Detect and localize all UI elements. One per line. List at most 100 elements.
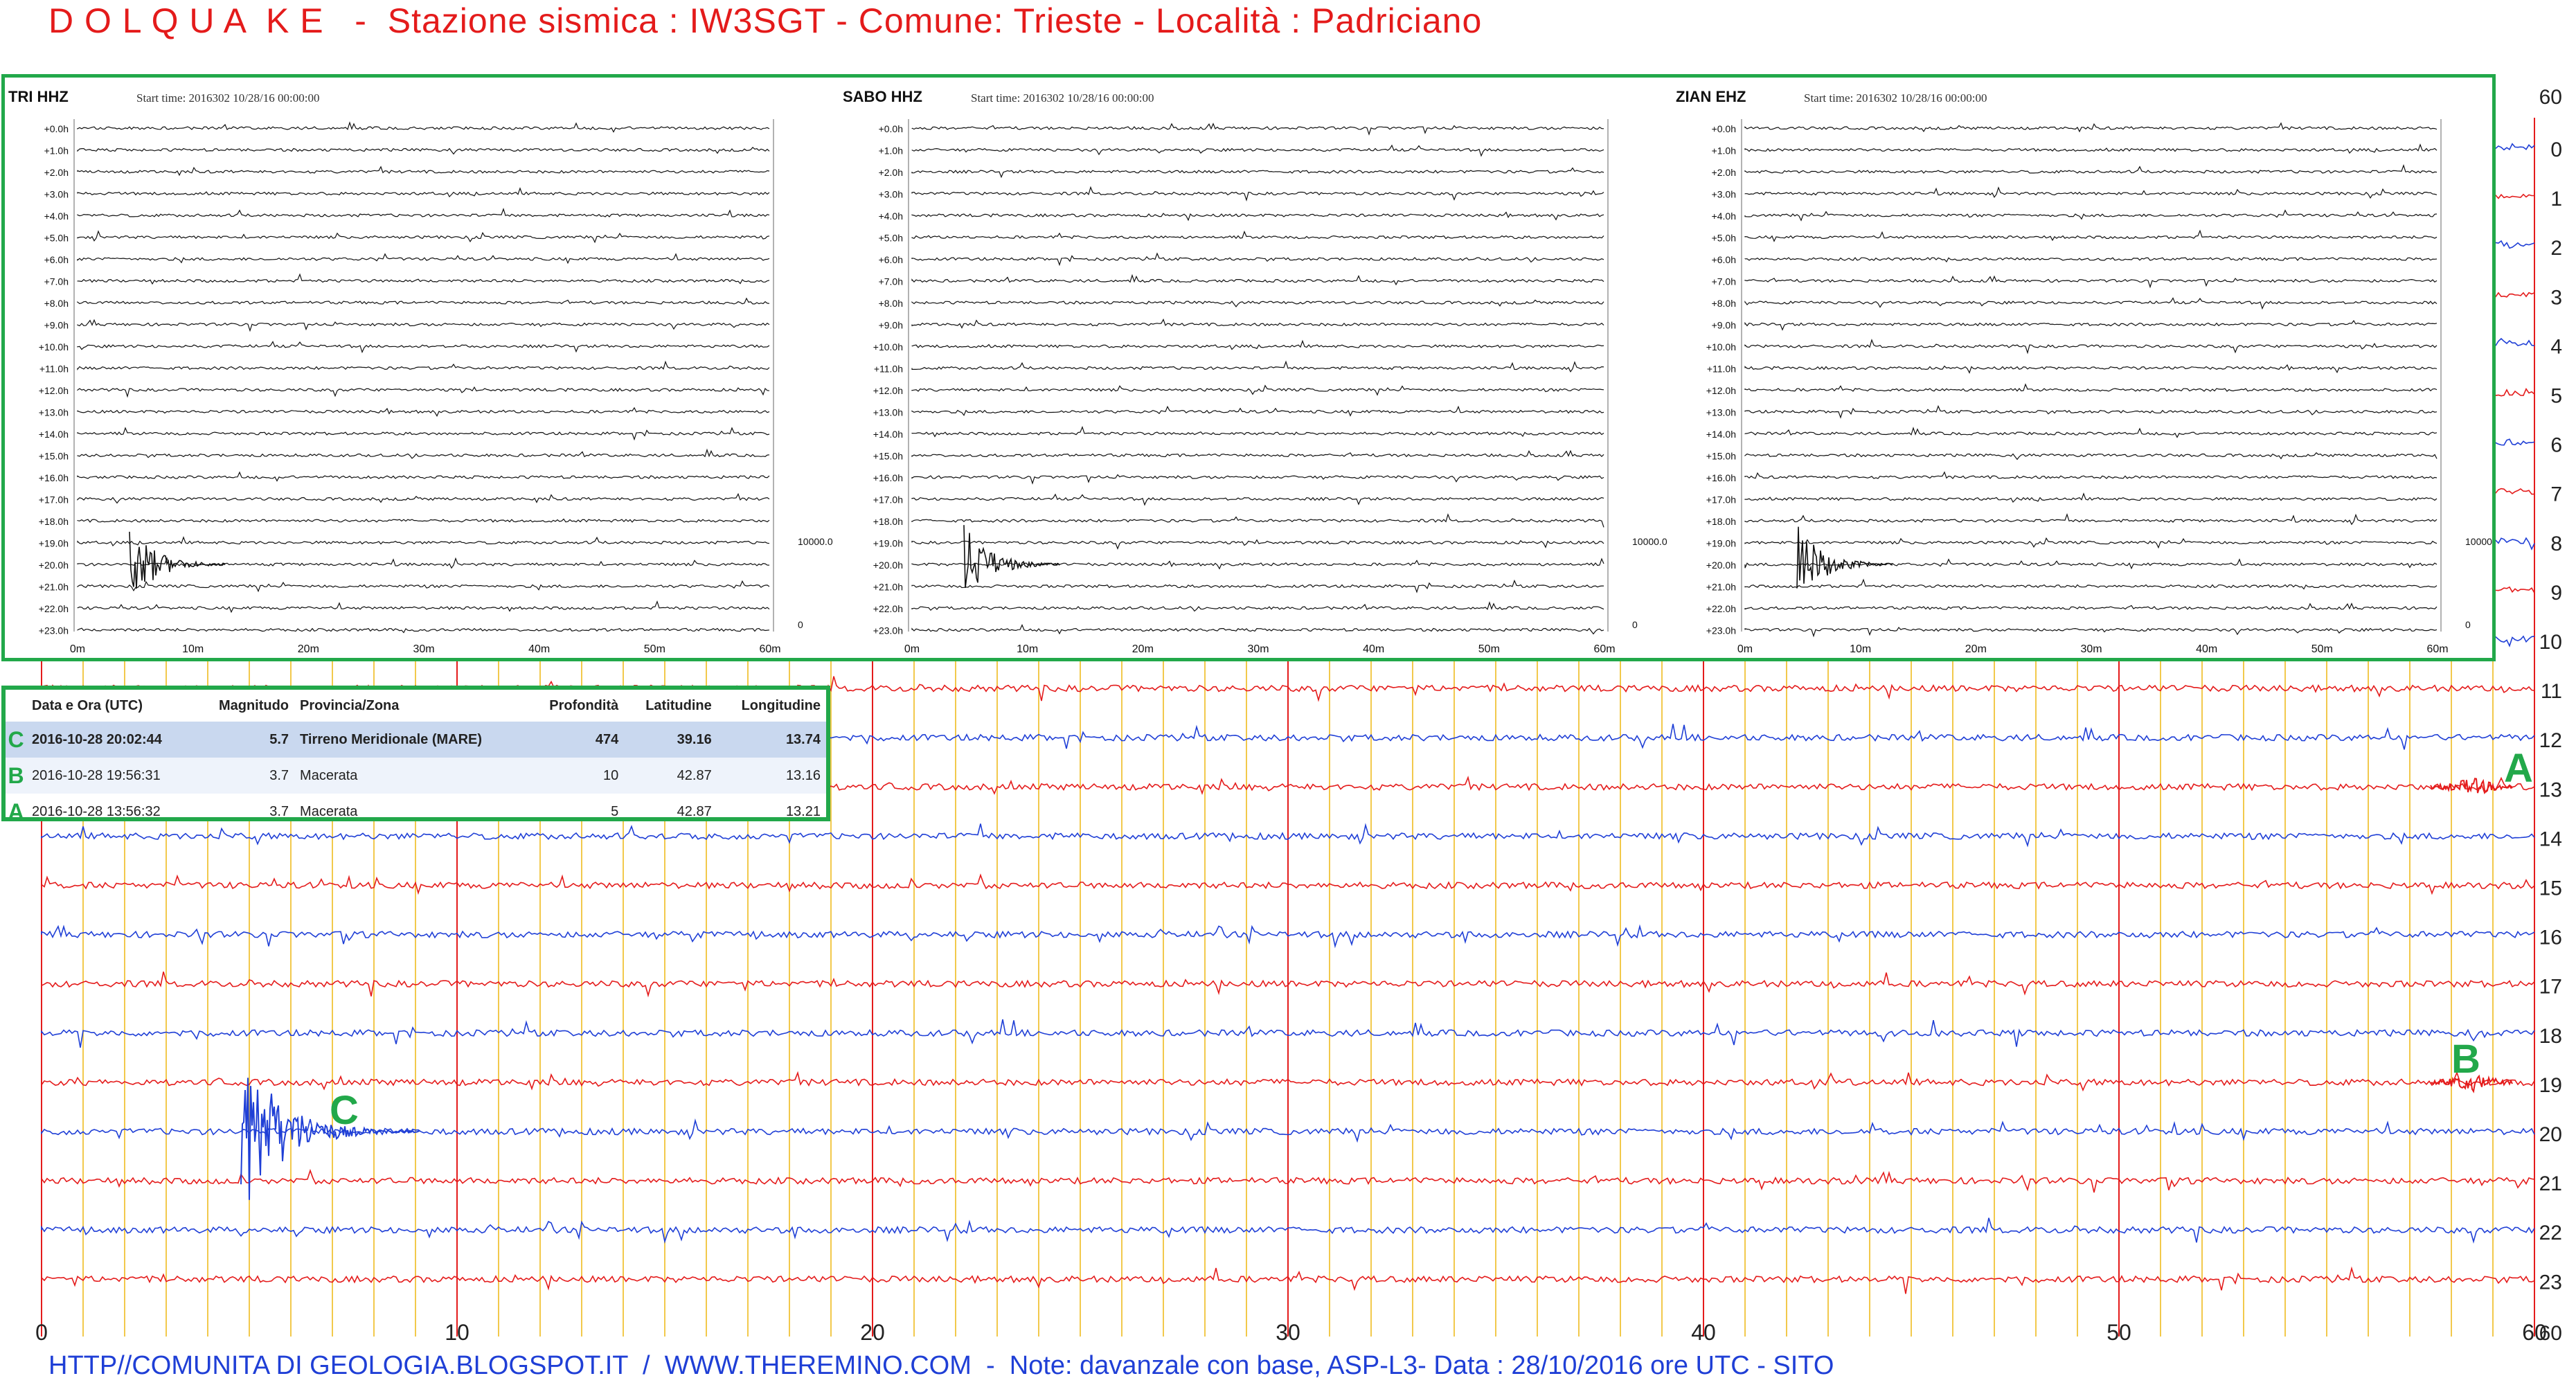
station-trace (1744, 471, 2438, 479)
hour-label: +17.0h (39, 494, 69, 506)
row-label: 17 (2539, 976, 2562, 999)
station-trace (911, 384, 1604, 396)
scale-zero: 0 (798, 619, 803, 630)
station-event-waveform (963, 525, 1060, 588)
station-x-tick: 10m (182, 643, 204, 655)
hour-label: +1.0h (1712, 145, 1736, 157)
event-latitude: 42.87 (624, 758, 717, 794)
event-datetime: 2016-10-28 20:02:44 (26, 722, 197, 758)
station-trace (911, 252, 1604, 267)
station-trace (911, 167, 1604, 179)
hour-label: +15.0h (1706, 451, 1736, 462)
row-label: 3 (2550, 286, 2562, 309)
event-A-waveform (2430, 778, 2513, 794)
event-depth: 10 (527, 758, 625, 794)
trace-row-21 (41, 1168, 2535, 1193)
trace-row-14 (41, 823, 2535, 848)
station-trace (1744, 164, 2438, 174)
table-row[interactable]: B 2016-10-28 19:56:31 3.7 Macerata 10 42… (6, 758, 826, 794)
hour-label: +12.0h (1706, 385, 1736, 396)
station-name: ZIAN EHZ (1676, 88, 1746, 105)
station-trace (77, 471, 770, 482)
row-label: 23 (2539, 1271, 2562, 1294)
trace-row-17 (41, 971, 2535, 998)
row-label: 11 (2541, 680, 2562, 703)
column-header-zone[interactable]: Provincia/Zona (300, 697, 400, 713)
station-x-tick: 50m (1478, 643, 1500, 655)
hour-label: +5.0h (879, 233, 903, 244)
hour-label: +16.0h (39, 472, 69, 483)
station-trace (77, 273, 770, 285)
table-header-row: Data e Ora (UTC) Magnitudo Provincia/Zon… (6, 690, 826, 722)
x-tick-label: 60 (2522, 1320, 2547, 1345)
event-latitude: 39.16 (624, 722, 717, 758)
hour-label: +15.0h (873, 451, 903, 462)
hour-label: +7.0h (1712, 276, 1736, 287)
station-trace (77, 341, 770, 354)
event-zone: Macerata (300, 803, 358, 819)
hour-label: +18.0h (1706, 516, 1736, 527)
row-label: 0 (2550, 138, 2562, 161)
station-trace (77, 492, 770, 504)
hour-label: +2.0h (879, 167, 903, 178)
row-label: 13 (2539, 778, 2562, 801)
hour-label: +0.0h (879, 123, 903, 134)
station-name: SABO HHZ (843, 88, 922, 105)
hour-label: +21.0h (39, 582, 69, 593)
row-label: 6 (2550, 434, 2562, 457)
column-header-magnitude[interactable]: Magnitudo (218, 697, 289, 713)
event-magnitude: 3.7 (196, 758, 295, 794)
station-trace (911, 211, 1604, 222)
hour-label: +17.0h (873, 494, 903, 506)
station-trace (1744, 297, 2438, 310)
station-trace (911, 405, 1604, 417)
hour-label: +10.0h (873, 341, 903, 352)
hour-label: +12.0h (873, 385, 903, 396)
row-label: 2 (2550, 237, 2562, 260)
station-x-tick: 10m (1017, 643, 1038, 655)
station-trace (77, 166, 770, 177)
hour-label: +19.0h (873, 538, 903, 549)
station-trace (1744, 229, 2438, 242)
station-trace (77, 627, 770, 634)
hour-label: +1.0h (879, 145, 903, 157)
hour-label: +4.0h (879, 211, 903, 222)
event-longitude: 13.16 (717, 758, 826, 794)
station-trace (77, 146, 770, 155)
event-B-waveform (2430, 1074, 2513, 1093)
column-header-depth[interactable]: Profondità (549, 697, 619, 713)
hour-label: +4.0h (1712, 211, 1736, 222)
hour-label: +11.0h (39, 364, 69, 375)
table-row[interactable]: A 2016-10-28 13:56:32 3.7 Macerata 5 42.… (6, 794, 826, 830)
row-label: 19 (2539, 1074, 2562, 1097)
hour-label: +2.0h (44, 167, 69, 178)
hour-label: +9.0h (44, 320, 69, 331)
station-trace (911, 623, 1604, 635)
column-header-latitude[interactable]: Latitudine (645, 697, 712, 713)
hour-label: +22.0h (39, 603, 69, 614)
station-trace (911, 230, 1604, 240)
hour-label: +3.0h (1712, 189, 1736, 200)
hour-label: +22.0h (1706, 603, 1736, 614)
column-header-longitude[interactable]: Longitudine (741, 697, 821, 713)
event-magnitude: 5.7 (196, 722, 295, 758)
hour-label: +19.0h (1706, 538, 1736, 549)
hour-label: +21.0h (1706, 582, 1736, 593)
station-trace (77, 406, 770, 418)
station-x-tick: 10m (1850, 643, 1871, 655)
station-trace (77, 253, 770, 265)
station-panel-2: ZIAN EHZ Start time: 2016302 10/28/16 00:… (1676, 88, 2492, 655)
column-header-datetime[interactable]: Data e Ora (UTC) (32, 697, 143, 713)
station-event-waveform (129, 531, 226, 589)
hour-label: +7.0h (44, 276, 69, 287)
bottom-right-label: 60 (2539, 1322, 2562, 1345)
row-label: 16 (2539, 927, 2562, 949)
station-trace (77, 208, 770, 217)
station-trace (911, 539, 1604, 550)
event-latitude: 42.87 (677, 803, 712, 819)
row-label: 10 (2539, 631, 2562, 654)
station-trace (77, 297, 770, 305)
hour-label: +7.0h (879, 276, 903, 287)
table-row[interactable]: C 2016-10-28 20:02:44 5.7 Tirreno Meridi… (6, 722, 826, 758)
station-trace (1744, 404, 2438, 419)
